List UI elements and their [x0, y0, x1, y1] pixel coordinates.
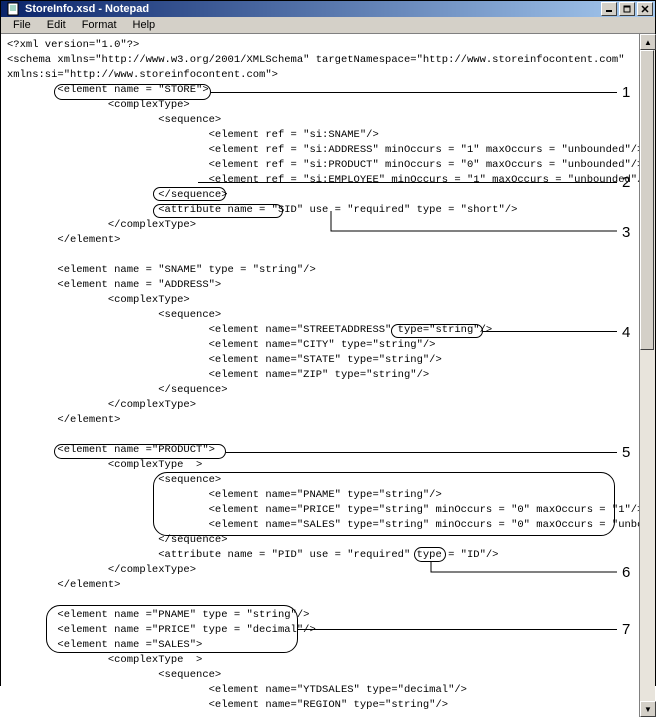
titlebar: StoreInfo.xsd - Notepad — [1, 1, 655, 17]
minimize-button[interactable] — [601, 2, 617, 16]
scroll-up-button[interactable]: ▲ — [640, 34, 656, 50]
scroll-down-button[interactable]: ▼ — [640, 701, 656, 717]
menu-help[interactable]: Help — [125, 17, 164, 33]
vertical-scrollbar: ▲ ▼ — [639, 34, 655, 717]
menubar: File Edit Format Help — [1, 17, 655, 34]
notepad-icon — [5, 1, 21, 17]
scroll-thumb[interactable] — [640, 50, 654, 350]
window-controls — [601, 2, 653, 16]
menu-format[interactable]: Format — [74, 17, 125, 33]
notepad-window: StoreInfo.xsd - Notepad File Edit Format… — [0, 0, 656, 686]
close-button[interactable] — [637, 2, 653, 16]
menu-edit[interactable]: Edit — [39, 17, 74, 33]
window-title: StoreInfo.xsd - Notepad — [25, 3, 601, 15]
menu-file[interactable]: File — [5, 17, 39, 33]
maximize-button[interactable] — [619, 2, 635, 16]
content-area: <?xml version="1.0"?> <schema xmlns="htt… — [1, 34, 655, 717]
text-editor[interactable]: <?xml version="1.0"?> <schema xmlns="htt… — [1, 34, 639, 717]
scroll-track[interactable] — [640, 50, 655, 701]
